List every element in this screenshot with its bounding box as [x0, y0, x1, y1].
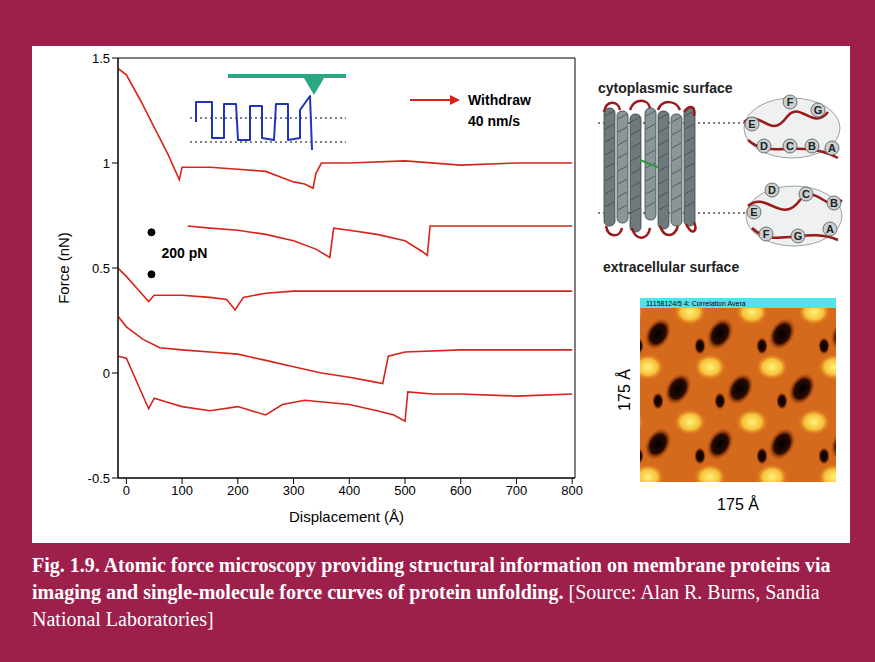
svg-text:175 Å: 175 Å: [615, 369, 633, 411]
svg-text:800: 800: [561, 483, 583, 498]
svg-text:175 Å: 175 Å: [717, 495, 759, 513]
svg-text:cytoplasmic surface: cytoplasmic surface: [598, 80, 733, 96]
svg-text:E: E: [748, 118, 755, 130]
html-text:Fig. 1.9. Atomic force microsc: Fig. 1.9. Atomic force microscopy provid…: [32, 554, 831, 630]
svg-text:Withdraw: Withdraw: [468, 92, 531, 108]
svg-text:F: F: [787, 96, 794, 108]
svg-text:B: B: [830, 197, 838, 209]
svg-text:100: 100: [171, 483, 193, 498]
svg-text:Force (nN): Force (nN): [55, 232, 72, 304]
svg-text:300: 300: [283, 483, 305, 498]
svg-text:1.5: 1.5: [92, 51, 110, 66]
svg-text:0.5: 0.5: [92, 261, 110, 276]
svg-text:11158124/5 4: Correlation Aver: 11158124/5 4: Correlation Avera: [646, 300, 746, 307]
svg-text:600: 600: [450, 483, 472, 498]
svg-text:G: G: [814, 104, 823, 116]
svg-text:F: F: [763, 228, 770, 240]
svg-text:E: E: [750, 206, 757, 218]
svg-text:0: 0: [123, 483, 130, 498]
svg-text:40 nm/s: 40 nm/s: [468, 113, 520, 129]
svg-text:C: C: [802, 188, 810, 200]
svg-text:500: 500: [394, 483, 416, 498]
svg-text:200 pN: 200 pN: [161, 245, 207, 261]
svg-text:Displacement (Å): Displacement (Å): [289, 508, 404, 525]
svg-text:D: D: [768, 184, 776, 196]
svg-text:-0.5: -0.5: [88, 471, 110, 486]
svg-text:A: A: [826, 223, 834, 235]
svg-text:B: B: [808, 140, 816, 152]
svg-text:400: 400: [338, 483, 360, 498]
svg-text:700: 700: [506, 483, 528, 498]
svg-text:200: 200: [227, 483, 249, 498]
svg-text:D: D: [760, 140, 768, 152]
svg-text:1: 1: [103, 156, 110, 171]
svg-text:0: 0: [103, 366, 110, 381]
svg-text:G: G: [794, 230, 803, 242]
svg-text:C: C: [786, 140, 794, 152]
svg-text:extracellular surface: extracellular surface: [603, 259, 739, 275]
svg-text:A: A: [828, 142, 836, 154]
